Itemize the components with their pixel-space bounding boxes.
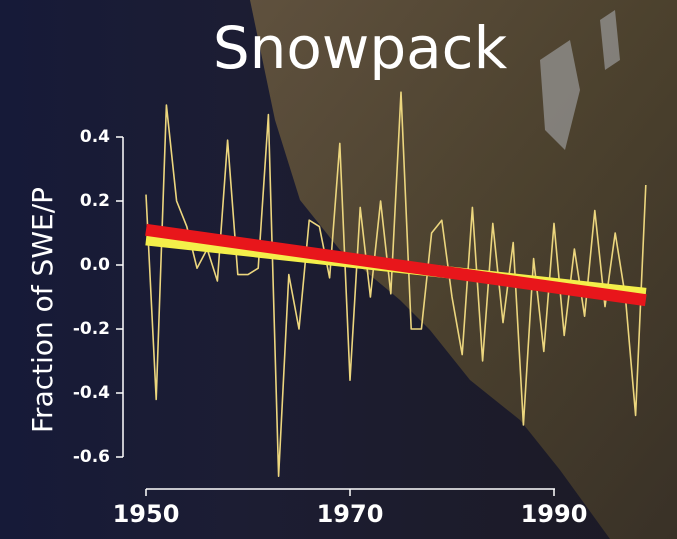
y-tick-label: 0.2 (80, 191, 110, 211)
y-tick-label: -0.6 (73, 447, 110, 467)
y-tick-label: 0.0 (80, 255, 110, 275)
x-tick-label: 1950 (113, 500, 180, 528)
y-tick-label: -0.2 (73, 319, 110, 339)
y-tick-label: -0.4 (73, 383, 110, 403)
chart: Snowpack Fraction of SWE/P -0.6 -0.4 -0.2 0… (0, 0, 677, 539)
x-tick-label: 1990 (521, 500, 588, 528)
x-tick-label: 1970 (317, 500, 384, 528)
chart-title: Snowpack (213, 14, 508, 82)
y-axis-label: Fraction of SWE/P (26, 187, 59, 433)
page: Snowpack Fraction of SWE/P -0.6 -0.4 -0.2 0… (0, 0, 677, 539)
y-tick-label: 0.4 (80, 127, 110, 147)
